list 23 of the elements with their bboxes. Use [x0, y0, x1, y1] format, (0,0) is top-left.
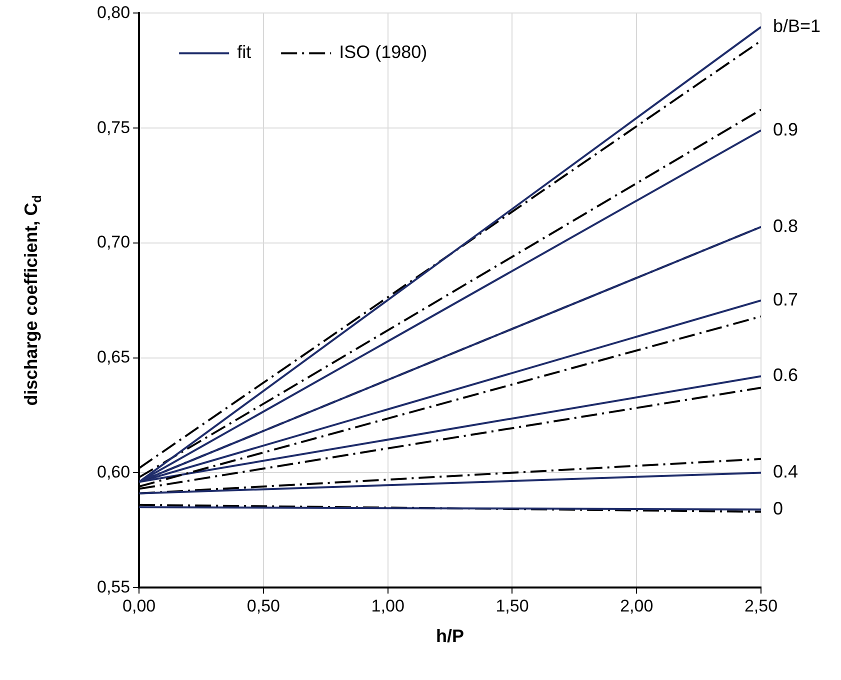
text: 0.4	[773, 462, 798, 482]
x-tick-label: 2,00	[620, 596, 654, 616]
y-tick-label: 0,55	[96, 577, 130, 596]
y-tick-label: 0,80	[96, 2, 130, 22]
y-tick-label: 0,75	[96, 118, 130, 137]
x-axis-title: h/P	[436, 626, 464, 646]
text: 0.9	[773, 119, 798, 140]
text: 0.6	[773, 365, 798, 386]
text: 0.7	[773, 289, 798, 310]
text: 0.8	[773, 216, 798, 236]
y-tick-label: 0,65	[96, 348, 130, 367]
y-tick-label: 0,60	[96, 462, 130, 482]
x-tick-label: 1,50	[496, 596, 529, 616]
legend-label: ISO (1980)	[339, 42, 428, 62]
x-tick-label: 2,50	[744, 596, 778, 616]
text: b/B=1	[773, 16, 821, 36]
x-tick-label: 1,00	[371, 596, 404, 616]
legend-label: fit	[237, 42, 252, 62]
x-tick-label: 0,50	[246, 596, 280, 616]
y-axis-title: discharge coefficient, Cd	[20, 195, 44, 406]
text: 0	[773, 498, 784, 518]
x-tick-label: 0,00	[122, 596, 156, 616]
y-tick-label: 0,70	[96, 232, 130, 252]
